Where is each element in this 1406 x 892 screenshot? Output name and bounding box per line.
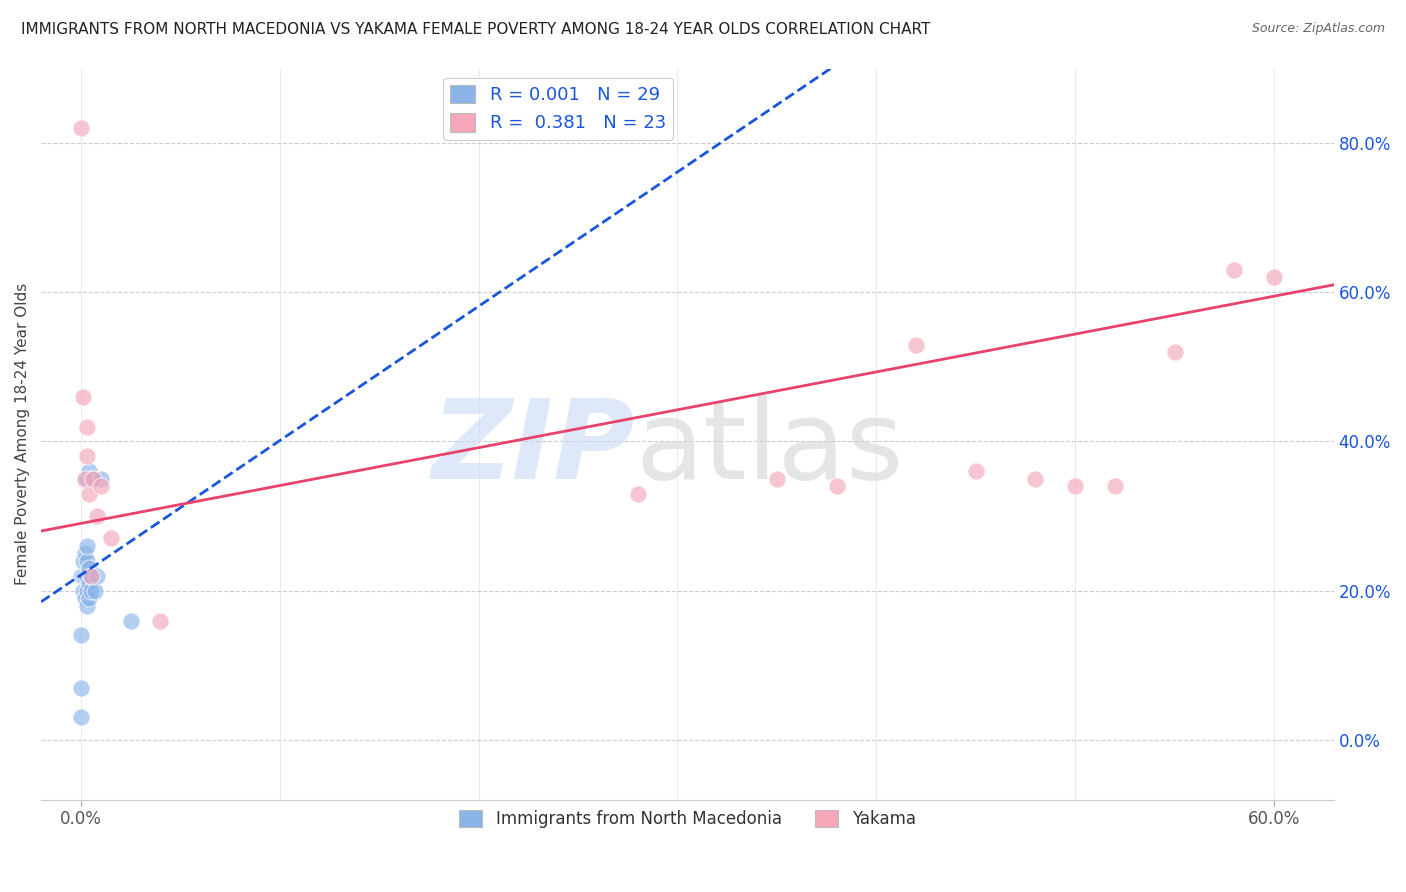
Point (76, 539, 98, 553)
Point (86, 509, 108, 524)
Point (1263, 270, 1285, 285)
Point (120, 614, 142, 628)
Point (76, 472, 98, 486)
Point (73, 546, 96, 560)
Point (82, 472, 104, 486)
Point (76, 450, 98, 464)
Point (73, 591, 96, 606)
Point (80, 568, 103, 582)
Point (77, 561, 100, 575)
Point (70, 628, 93, 642)
Point (76, 568, 98, 582)
Point (70, 681, 93, 695)
Point (72, 568, 94, 582)
Point (80, 583, 103, 598)
Point (77, 486, 100, 500)
Point (73, 568, 96, 582)
Point (825, 479, 848, 493)
Point (72, 583, 94, 598)
Point (77, 591, 100, 606)
Point (70, 121, 93, 136)
Text: ZIP: ZIP (432, 395, 636, 502)
Point (82, 472, 104, 486)
Point (90, 479, 112, 493)
Point (1104, 479, 1126, 493)
Point (70, 568, 93, 582)
Point (86, 568, 108, 582)
Point (1064, 479, 1087, 493)
Point (149, 614, 172, 628)
Point (76, 583, 98, 598)
Point (1223, 263, 1246, 277)
Point (76, 419, 98, 434)
Point (72, 554, 94, 568)
Y-axis label: Female Poverty Among 18-24 Year Olds: Female Poverty Among 18-24 Year Olds (15, 283, 30, 585)
Point (73, 472, 96, 486)
Point (100, 532, 122, 546)
Point (627, 486, 650, 500)
Point (83, 583, 105, 598)
Point (76, 599, 98, 613)
Point (766, 472, 789, 486)
Text: IMMIGRANTS FROM NORTH MACEDONIA VS YAKAMA FEMALE POVERTY AMONG 18-24 YEAR OLDS C: IMMIGRANTS FROM NORTH MACEDONIA VS YAKAM… (21, 22, 931, 37)
Point (70, 710, 93, 724)
Point (76, 554, 98, 568)
Point (80, 472, 103, 486)
Point (965, 464, 987, 478)
Point (77, 464, 100, 478)
Point (77, 576, 100, 591)
Point (90, 472, 112, 486)
Point (1163, 345, 1185, 359)
Legend: Immigrants from North Macedonia, Yakama: Immigrants from North Macedonia, Yakama (453, 804, 922, 835)
Point (1024, 472, 1046, 486)
Point (80, 568, 103, 582)
Point (72, 390, 94, 404)
Text: atlas: atlas (636, 395, 904, 502)
Point (73, 472, 96, 486)
Point (905, 337, 928, 351)
Text: Source: ZipAtlas.com: Source: ZipAtlas.com (1251, 22, 1385, 36)
